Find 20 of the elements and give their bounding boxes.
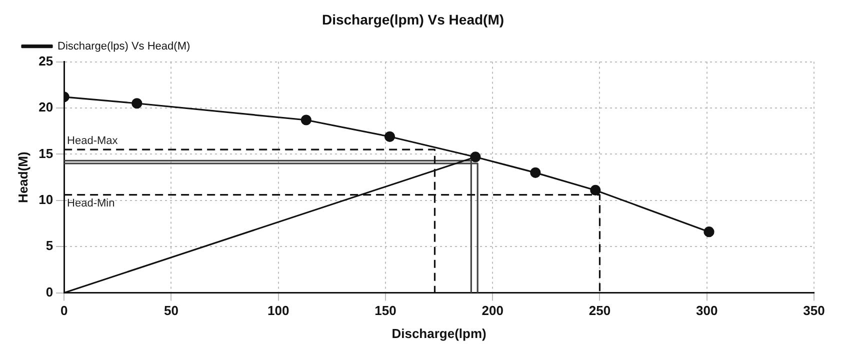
x-tick-label: 300 (696, 303, 718, 318)
x-tick-label: 350 (803, 303, 825, 318)
x-tick-label: 0 (60, 303, 68, 318)
y-tick-label: 0 (46, 284, 54, 300)
y-axis-title: Head(M) (15, 152, 30, 203)
y-tick-label: 10 (38, 192, 54, 207)
x-tick-label: 250 (588, 303, 611, 318)
annotation: Head-Max (67, 135, 118, 148)
x-tick-label: 100 (267, 303, 290, 318)
y-tick-label: 5 (46, 238, 54, 254)
y-tick-label: 20 (38, 100, 54, 115)
x-tick-label: 50 (164, 303, 178, 318)
x-axis-title: Discharge(lpm) (392, 326, 486, 341)
y-tick-label: 25 (38, 53, 54, 68)
annotation: Head-Min (67, 197, 115, 210)
chart-title: Discharge(lpm) Vs Head(M) (322, 11, 504, 28)
y-tick-label: 15 (38, 146, 54, 161)
x-tick-label: 200 (482, 303, 504, 318)
x-tick-label: 150 (374, 303, 396, 318)
legend-label: Discharge(lps) Vs Head(M) (58, 40, 190, 52)
